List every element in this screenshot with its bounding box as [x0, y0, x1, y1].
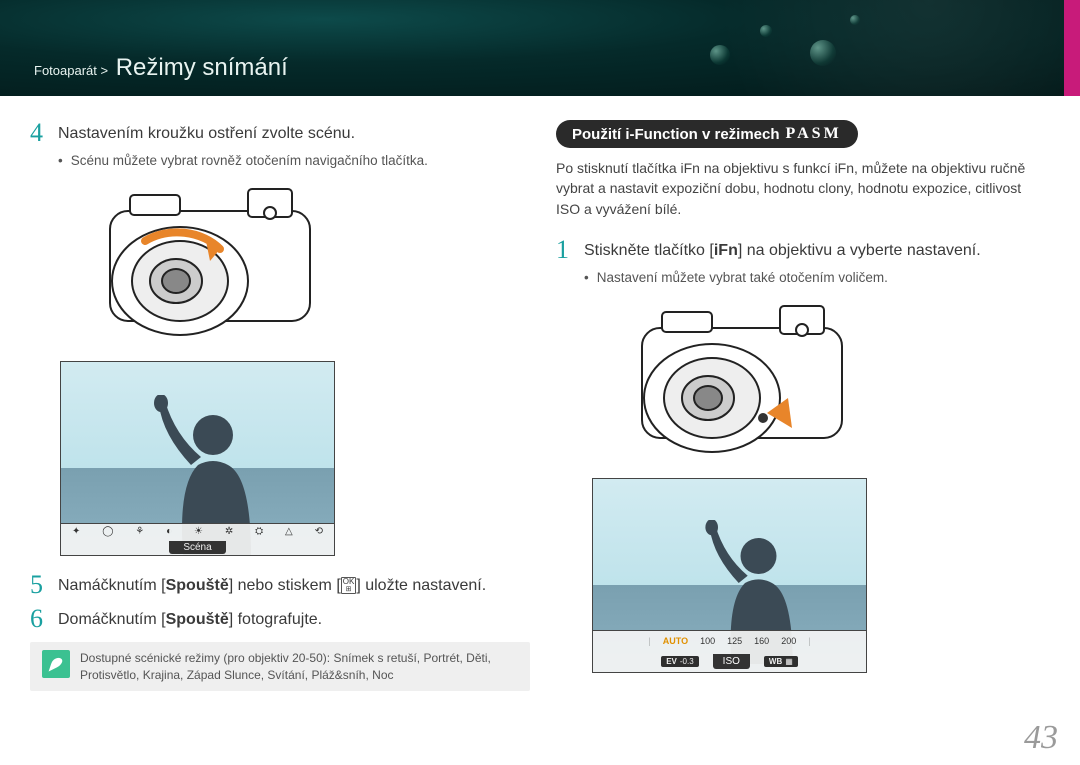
step-text: Nastavením kroužku ostření zvolte scénu.	[58, 120, 355, 145]
camera-figure-focus-ring	[60, 181, 320, 351]
ok-button-icon: OK⊞	[341, 577, 357, 594]
step-1: 1 Stiskněte tlačítko [iFn] na objektivu …	[556, 237, 1056, 263]
lcd-screen-iso: | AUTO 100 125 160 200 | EV -0.3 ISO WB	[592, 478, 867, 673]
step-number: 1	[556, 237, 584, 263]
breadcrumb: Fotoaparát > Režimy snímání	[34, 54, 288, 82]
step-6: 6 Domáčknutím [Spouště] fotografujte.	[30, 606, 530, 632]
ev-chip: EV -0.3	[661, 656, 698, 667]
step-text: Domáčknutím [Spouště] fotografujte.	[58, 606, 322, 631]
pencil-icon	[42, 650, 70, 678]
step-5: 5 Namáčknutím [Spouště] nebo stiskem [OK…	[30, 572, 530, 598]
page-number: 43	[1024, 719, 1058, 757]
header-bar: Fotoaparát > Režimy snímání	[0, 0, 1080, 96]
wb-chip: WB ▦	[764, 656, 798, 667]
step-4-bullet: Scénu můžete vybrat rovněž otočením navi…	[30, 152, 530, 171]
lcd-screen-scene: ✦ ◯ ⚘ ◐ ☀ ✲ ⛭ △ ⟲ Scéna	[60, 361, 335, 556]
scene-tab-label: Scéna	[169, 541, 225, 554]
iso-value-strip: | AUTO 100 125 160 200 |	[593, 631, 866, 651]
iso-label: ISO	[713, 654, 750, 669]
scene-mode-bar: ✦ ◯ ⚘ ◐ ☀ ✲ ⛭ △ ⟲ Scéna	[61, 523, 334, 555]
breadcrumb-parent: Fotoaparát >	[34, 63, 108, 78]
right-column: Použití i-Function v režimech PASM Po st…	[556, 120, 1056, 689]
decorative-bubbles	[700, 5, 900, 95]
intro-paragraph: Po stisknutí tlačítka iFn na objektivu s…	[556, 158, 1056, 219]
iso-bottom-row: EV -0.3 ISO WB ▦	[593, 651, 866, 673]
accent-bar	[1064, 0, 1080, 96]
step-number: 6	[30, 606, 58, 632]
note-box: Dostupné scénické režimy (pro objektiv 2…	[30, 642, 530, 692]
pasm-modes: PASM	[786, 125, 842, 143]
breadcrumb-current: Režimy snímání	[116, 54, 288, 81]
scene-icon-strip: ✦ ◯ ⚘ ◐ ☀ ✲ ⛭ △ ⟲	[61, 524, 334, 540]
note-text: Dostupné scénické režimy (pro objektiv 2…	[80, 650, 518, 684]
left-column: 4 Nastavením kroužku ostření zvolte scén…	[30, 120, 530, 691]
step-4: 4 Nastavením kroužku ostření zvolte scén…	[30, 120, 530, 146]
step-number: 5	[30, 572, 58, 598]
step-1-bullet: Nastavení můžete vybrat také otočením vo…	[556, 269, 1056, 288]
step-text: Namáčknutím [Spouště] nebo stiskem [OK⊞]…	[58, 572, 486, 597]
page-body: 4 Nastavením kroužku ostření zvolte scén…	[0, 100, 1080, 765]
iso-bar: | AUTO 100 125 160 200 | EV -0.3 ISO WB	[593, 630, 866, 672]
step-number: 4	[30, 120, 58, 146]
section-heading-pill: Použití i-Function v režimech PASM	[556, 120, 858, 148]
camera-figure-ifn	[592, 298, 852, 468]
step-text: Stiskněte tlačítko [iFn] na objektivu a …	[584, 237, 981, 262]
